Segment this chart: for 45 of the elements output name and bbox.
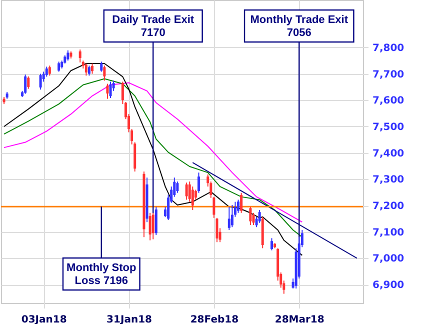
y-tick-label: 7,200 [372,201,404,212]
candlestick [270,238,273,251]
y-tick-label: 7,500 [372,122,404,133]
candlestick [258,209,261,224]
x-tick-label: 28Mar18 [274,314,324,326]
candlestick [88,65,90,76]
candlestick [197,172,200,194]
candlestick [100,61,103,72]
candlestick [152,212,154,240]
candlestick [228,206,230,231]
annotation: Monthly Trade Exit 7056 [250,14,348,39]
candlestick [237,199,240,214]
candlestick [106,83,109,100]
candlestick [78,49,82,63]
candlestick [148,212,152,241]
candlestick [91,63,94,74]
candlestick [45,66,48,78]
candlestick [48,65,51,76]
candlestick [58,61,60,72]
candlestick [230,204,234,228]
y-tick-label: 7,100 [372,227,404,238]
y-tick-label: 6,900 [372,280,404,292]
y-tick-label: 7,000 [372,254,404,265]
x-tick-label: 28Feb18 [190,314,239,326]
candlestick [185,182,188,200]
candlestick [39,73,42,90]
y-tick-label: 7,600 [372,96,404,107]
candlestick [27,76,30,90]
candlestick [240,192,243,214]
candlestick [24,74,27,94]
candlestick [216,217,218,243]
candlestick [249,206,252,226]
candlestick [103,65,106,82]
y-tick-label: 7,400 [372,148,404,160]
line-series [4,63,303,256]
candlestick [154,206,158,236]
y-tick-label: 7,300 [372,174,404,186]
candlestick [84,63,88,76]
y-tick-label: 7,700 [372,69,404,80]
y-tick-label: 7,800 [372,42,404,54]
annotation: Monthly Stop Loss 7196 [66,262,136,287]
candlestick [109,81,112,99]
candlestick [176,181,179,194]
candlestick [66,50,70,62]
annotation: Daily Trade Exit 7170 [112,14,194,39]
